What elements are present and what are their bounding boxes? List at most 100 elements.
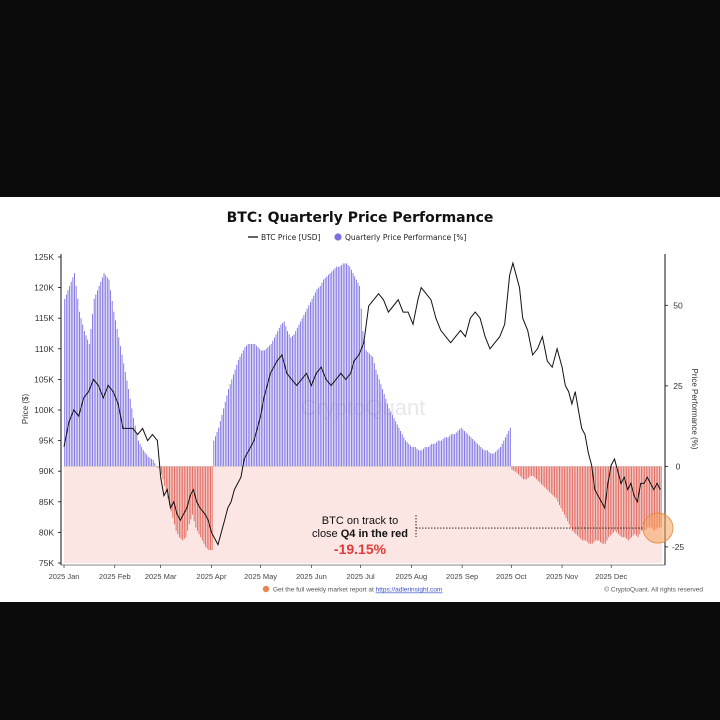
performance-bar <box>377 374 379 467</box>
performance-bar <box>272 340 274 467</box>
performance-bar <box>119 346 121 467</box>
performance-bar <box>365 350 367 467</box>
performance-bar <box>177 466 179 535</box>
performance-bar <box>541 466 542 485</box>
performance-bar <box>485 450 487 467</box>
performance-bars <box>64 263 662 551</box>
performance-bar <box>416 448 418 467</box>
performance-bar <box>303 314 305 467</box>
right-axis-label: Price Performance (%) <box>690 369 699 450</box>
performance-bar <box>531 466 533 477</box>
btc-price-line <box>63 261 661 546</box>
performance-bar <box>74 273 75 467</box>
performance-bar <box>575 466 577 535</box>
performance-bar <box>77 298 79 467</box>
performance-bar <box>478 445 480 467</box>
performance-bar <box>368 353 370 467</box>
performance-bar <box>586 466 588 543</box>
performance-bar <box>378 379 380 467</box>
performance-bar <box>521 466 523 478</box>
performance-bar <box>396 424 398 467</box>
performance-bar <box>172 466 174 518</box>
performance-bar <box>183 466 185 539</box>
performance-bar <box>449 435 451 467</box>
performance-bar <box>290 337 292 467</box>
performance-bar <box>529 466 531 477</box>
performance-bar <box>519 466 521 477</box>
performance-bar <box>300 321 302 467</box>
x-tick-label: 2025 Apr <box>196 572 227 581</box>
performance-bar <box>413 447 415 467</box>
performance-bar <box>560 466 562 509</box>
performance-bar <box>655 466 657 530</box>
performance-bar <box>622 466 624 538</box>
performance-bar <box>644 466 646 531</box>
performance-bar <box>573 466 575 533</box>
right-tick-label: 0 <box>676 461 681 471</box>
performance-bar <box>169 466 170 506</box>
performance-bar <box>645 466 647 530</box>
performance-bar <box>491 453 493 467</box>
performance-bar <box>259 348 261 467</box>
performance-bar <box>599 466 601 543</box>
performance-bar <box>224 401 226 467</box>
performance-bar <box>613 466 614 533</box>
performance-bar <box>460 427 462 467</box>
performance-bar <box>455 432 457 467</box>
x-tick-label: 2025 Oct <box>496 572 527 581</box>
performance-bar <box>85 335 87 467</box>
performance-bar <box>477 443 479 467</box>
performance-bar <box>598 466 600 541</box>
performance-bar <box>654 466 655 531</box>
performance-bar <box>219 421 221 467</box>
performance-bar <box>639 466 641 535</box>
performance-bar <box>188 466 190 525</box>
performance-bar <box>285 326 287 467</box>
performance-bar <box>570 466 572 528</box>
performance-bar <box>205 466 207 547</box>
performance-bar <box>457 430 459 467</box>
performance-bar <box>382 389 383 467</box>
performance-bar <box>87 339 89 467</box>
performance-bar <box>298 324 300 467</box>
performance-bar <box>341 265 343 467</box>
performance-bar <box>133 418 134 467</box>
performance-bar <box>459 429 460 467</box>
performance-bar <box>550 466 552 494</box>
performance-bar <box>293 334 295 467</box>
performance-bar <box>585 466 587 541</box>
performance-bar <box>475 442 477 467</box>
performance-bar <box>180 466 182 539</box>
performance-bar <box>208 466 210 551</box>
performance-bar <box>108 279 110 467</box>
performance-bar <box>347 265 349 467</box>
performance-bar <box>111 301 113 467</box>
performance-bar <box>563 466 565 515</box>
left-axis-ticks: 125K 120K 115K 110K 105K 100K 95K 90K 85K 80K 75K <box>34 252 61 568</box>
performance-bar <box>498 448 500 467</box>
performance-bar <box>275 334 277 467</box>
performance-bar <box>421 450 423 467</box>
performance-bar <box>411 447 413 467</box>
performance-bar <box>90 328 92 467</box>
performance-bar <box>634 466 636 535</box>
performance-bar <box>650 466 652 528</box>
performance-bar <box>214 436 216 467</box>
performance-bar <box>324 277 326 467</box>
performance-bar <box>418 450 420 467</box>
performance-bar <box>328 274 329 467</box>
performance-bar <box>495 451 497 467</box>
performance-bar <box>621 466 623 538</box>
performance-bar <box>270 343 272 467</box>
performance-bar <box>283 321 285 467</box>
performance-bar <box>129 398 131 467</box>
x-tick-label: 2025 Jan <box>49 572 80 581</box>
performance-bar <box>549 466 551 493</box>
annotation-highlight <box>642 512 674 544</box>
performance-bar <box>524 466 526 480</box>
footer-link[interactable]: https://adlerinsight.com <box>376 587 443 594</box>
performance-bar <box>488 451 490 467</box>
performance-bar <box>331 271 333 467</box>
performance-bar <box>329 273 331 467</box>
performance-bar <box>547 466 549 491</box>
